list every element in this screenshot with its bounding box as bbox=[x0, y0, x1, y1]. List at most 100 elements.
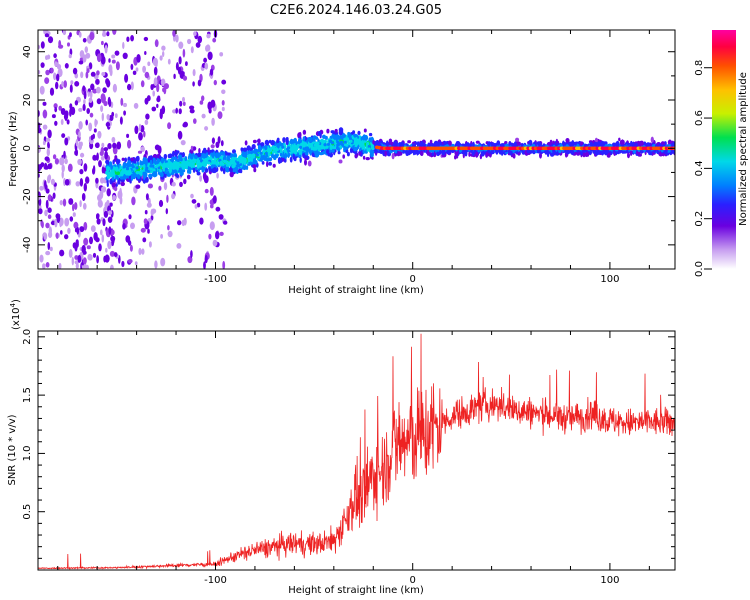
spectral-point bbox=[496, 140, 501, 146]
spectral-point bbox=[257, 144, 262, 150]
spectral-point bbox=[282, 137, 286, 143]
spectral-point bbox=[157, 95, 161, 100]
spectral-point bbox=[167, 58, 171, 65]
spectrogram-y-label: Frequency (Hz) bbox=[8, 111, 19, 187]
spectral-point bbox=[74, 255, 79, 260]
spectral-point bbox=[429, 139, 433, 144]
colorbar: 0.0 0.2 0.4 0.6 0.8 Normalized spectral ampl… bbox=[694, 30, 749, 277]
spectral-point bbox=[145, 166, 149, 170]
spectral-point bbox=[201, 95, 205, 102]
spectral-point bbox=[358, 151, 361, 156]
spectral-point bbox=[115, 174, 119, 179]
spectral-point bbox=[193, 118, 197, 124]
spectral-point bbox=[113, 252, 118, 258]
spectral-point bbox=[111, 111, 115, 117]
spectral-point bbox=[448, 140, 452, 146]
spectral-point bbox=[140, 227, 146, 233]
spectrogram-points bbox=[38, 30, 675, 269]
spectral-point bbox=[75, 263, 79, 269]
spectral-point bbox=[182, 96, 185, 103]
spectral-point bbox=[78, 131, 81, 138]
spectral-point bbox=[89, 236, 93, 245]
spectral-point bbox=[54, 106, 58, 113]
spectral-point bbox=[177, 130, 183, 140]
spectral-point bbox=[516, 141, 521, 146]
spectral-point bbox=[190, 46, 194, 54]
spectral-point bbox=[90, 83, 95, 91]
spectral-point bbox=[253, 167, 257, 173]
spectral-point bbox=[163, 153, 167, 160]
spectral-point bbox=[64, 63, 69, 69]
spectral-point bbox=[38, 44, 41, 50]
spectral-point bbox=[212, 159, 216, 163]
spectral-point bbox=[116, 141, 122, 150]
spectral-point bbox=[565, 148, 570, 155]
spectral-point bbox=[109, 250, 115, 257]
spectral-point bbox=[42, 140, 46, 146]
spectral-point bbox=[180, 164, 184, 168]
spectral-point bbox=[138, 132, 143, 141]
spectral-point bbox=[597, 142, 601, 148]
spectrogram-panel: -100 0 100 -40 -20 0 20 40 Height of straight … bbox=[8, 29, 676, 296]
spectral-point bbox=[433, 140, 439, 146]
spectral-point bbox=[345, 143, 349, 147]
spectral-point bbox=[240, 147, 244, 152]
spectral-point bbox=[210, 99, 216, 108]
spectral-point bbox=[216, 172, 219, 179]
spectral-point bbox=[174, 165, 179, 170]
spectral-point bbox=[103, 210, 109, 218]
spectral-point bbox=[64, 158, 68, 165]
spectral-point bbox=[56, 213, 61, 223]
spectral-point bbox=[278, 157, 283, 164]
spectral-point bbox=[43, 234, 48, 240]
spectral-point bbox=[189, 154, 194, 160]
spectral-point bbox=[112, 142, 117, 149]
x-tick-label: 100 bbox=[600, 274, 619, 285]
spectral-point bbox=[69, 103, 73, 110]
spectral-point bbox=[70, 80, 74, 85]
spectral-point bbox=[271, 150, 276, 154]
spectral-point bbox=[164, 167, 168, 171]
spectral-point bbox=[363, 128, 367, 133]
x-tick-label: 0 bbox=[410, 575, 416, 586]
spectral-point bbox=[89, 31, 95, 41]
spectral-point bbox=[179, 170, 184, 176]
spectral-point bbox=[67, 163, 73, 172]
spectral-point bbox=[646, 149, 651, 154]
spectral-point bbox=[160, 234, 164, 239]
spectral-point bbox=[338, 159, 343, 164]
spectral-point bbox=[181, 219, 185, 227]
spectral-point bbox=[144, 176, 149, 183]
spectral-point bbox=[215, 206, 221, 212]
spectral-point bbox=[196, 164, 200, 169]
spectral-point bbox=[74, 100, 79, 106]
spectral-point bbox=[104, 150, 108, 160]
spectral-point bbox=[148, 241, 152, 248]
spectral-point bbox=[249, 162, 253, 166]
spectral-point bbox=[85, 119, 88, 126]
spectral-point bbox=[123, 110, 126, 116]
spectral-point bbox=[336, 143, 340, 147]
spectral-point bbox=[45, 199, 49, 209]
spectral-point bbox=[573, 141, 577, 146]
spectral-point bbox=[618, 137, 621, 142]
spectral-point bbox=[412, 149, 416, 156]
spectral-point bbox=[388, 138, 393, 144]
spectral-point bbox=[96, 142, 100, 148]
spectral-point bbox=[93, 128, 97, 133]
spectral-point bbox=[153, 170, 156, 176]
spectral-point bbox=[152, 168, 156, 172]
spectral-point bbox=[189, 105, 195, 110]
spectral-point bbox=[156, 103, 159, 108]
spectral-point bbox=[85, 52, 91, 59]
spectral-point bbox=[61, 81, 64, 88]
spectral-point bbox=[284, 152, 288, 160]
spectral-point bbox=[119, 176, 124, 180]
spectral-point bbox=[211, 152, 215, 159]
spectral-point bbox=[215, 231, 220, 240]
spectral-point bbox=[104, 44, 108, 54]
y-tick-label: 0 bbox=[22, 145, 33, 151]
spectral-point bbox=[190, 145, 194, 151]
spectral-point bbox=[312, 135, 317, 141]
spectral-point bbox=[79, 200, 82, 208]
